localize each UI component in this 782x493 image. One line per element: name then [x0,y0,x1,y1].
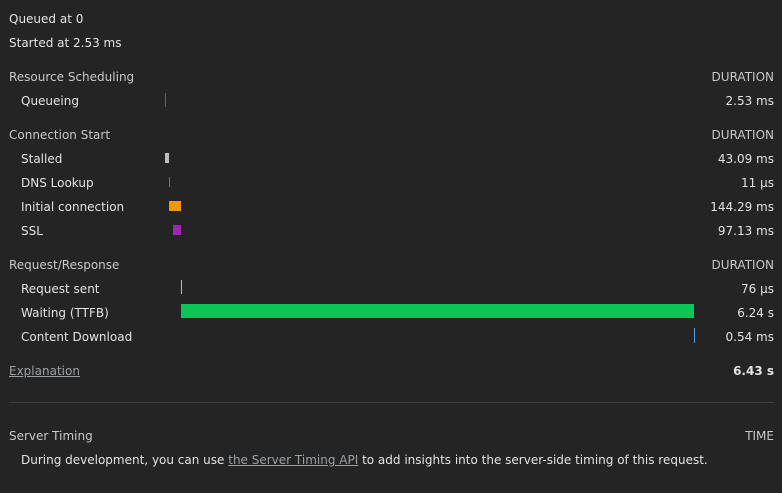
row-value-waiting-ttfb: 6.24 s [737,306,774,320]
timing-bar-request-sent [181,280,182,294]
server-timing-text-after: to add insights into the server-side tim… [358,453,708,467]
timing-bar-stalled [165,153,169,163]
timing-bar-queueing [165,93,166,107]
section-title-server-timing: Server Timing [9,429,93,443]
section-divider [9,402,774,403]
timing-bar-ssl [173,225,181,235]
started-at-text: Started at 2.53 ms [9,36,122,50]
row-label-queueing: Queueing [21,94,79,108]
section-title-resource-scheduling: Resource Scheduling [9,70,135,84]
timing-bar-content-download [694,328,695,343]
timing-bar-initial-connection [169,201,181,211]
row-value-queueing: 2.53 ms [725,94,774,108]
server-timing-api-link[interactable]: the Server Timing API [228,453,359,467]
total-duration: 6.43 s [733,364,774,378]
section-title-request-response: Request/Response [9,258,120,272]
row-label-content-download: Content Download [21,330,133,344]
row-label-initial-connection: Initial connection [21,200,125,214]
row-value-stalled: 43.09 ms [717,152,774,166]
server-timing-text-before: During development, you can use [21,453,229,467]
time-header: TIME [745,429,774,443]
explanation-link[interactable]: Explanation [9,364,80,378]
row-value-ssl: 97.13 ms [717,224,774,238]
duration-header: DURATION [711,70,774,84]
row-label-stalled: Stalled [21,152,63,166]
duration-header: DURATION [711,128,774,142]
row-value-dns-lookup: 11 µs [741,176,774,190]
row-value-content-download: 0.54 ms [725,330,774,344]
duration-header: DURATION [711,258,774,272]
queued-at-text: Queued at 0 [9,12,84,26]
row-label-request-sent: Request sent [21,282,100,296]
timing-bar-waiting-ttfb [181,304,694,318]
section-title-connection-start: Connection Start [9,128,111,142]
row-label-ssl: SSL [21,224,43,238]
row-value-initial-connection: 144.29 ms [710,200,774,214]
timing-bar-dns-lookup [169,177,170,187]
row-label-waiting-ttfb: Waiting (TTFB) [21,306,109,320]
row-value-request-sent: 76 µs [741,282,774,296]
row-label-dns-lookup: DNS Lookup [21,176,94,190]
server-timing-description: During development, you can use the Serv… [21,453,708,467]
